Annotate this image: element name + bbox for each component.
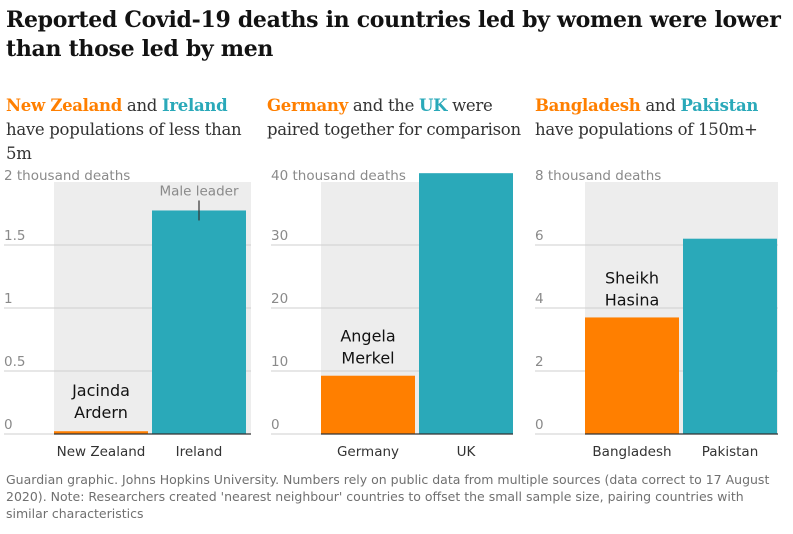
heading-country-female-led: Bangladesh	[535, 96, 641, 115]
y-tick-label: 1.5	[4, 228, 25, 244]
leader-name-label: Ardern	[74, 403, 128, 422]
leader-name-label: Angela	[340, 327, 395, 346]
chart-title: Reported Covid-19 deaths in countries le…	[6, 7, 781, 62]
category-label: UK	[457, 444, 477, 460]
male-leader-annotation: Male leader	[159, 183, 238, 199]
y-tick-label: 4	[535, 291, 544, 307]
y-tick-label: 6	[535, 228, 544, 244]
bar-bangladesh	[585, 317, 679, 434]
y-axis-label: 8 thousand deaths	[535, 168, 661, 184]
panel-heading-large-population: Bangladesh and Pakistan have populations…	[535, 94, 793, 142]
heading-country-male-led: Ireland	[162, 96, 228, 115]
y-tick-label: 0.5	[4, 354, 25, 370]
heading-country-female-led: New Zealand	[6, 96, 122, 115]
leader-name-label: Sheikh	[605, 268, 659, 287]
heading-country-female-led: Germany	[267, 96, 348, 115]
source-footnote: Guardian graphic. Johns Hopkins Universi…	[6, 472, 770, 521]
y-tick-label: 0	[535, 417, 544, 433]
category-label: Bangladesh	[592, 444, 671, 460]
bar-ireland	[152, 210, 246, 434]
heading-country-male-led: UK	[419, 96, 448, 115]
bar-charts: 2 thousand deaths 0 0.5 1 1.5 New Zealand Irel…	[4, 168, 778, 460]
heading-connector: and	[640, 96, 681, 115]
category-label: Pakistan	[702, 444, 759, 460]
bar-germany	[321, 375, 415, 434]
leader-name-label: Merkel	[341, 349, 394, 368]
heading-country-male-led: Pakistan	[680, 96, 759, 115]
heading-connector: and	[121, 96, 162, 115]
panel-heading-germany-uk: Germany and the UK were paired together …	[267, 94, 529, 142]
heading-description: were paired together for comparison	[267, 96, 521, 139]
leader-name-label: Jacinda	[71, 381, 130, 400]
y-axis-label: 40 thousand deaths	[271, 168, 406, 184]
y-axis-label: 2 thousand deaths	[4, 168, 130, 184]
bar-new-zealand	[54, 431, 148, 434]
y-tick-label: 30	[271, 228, 288, 244]
panel-heading-small-population: New Zealand and Ireland have populations…	[6, 94, 268, 166]
category-label: New Zealand	[57, 444, 146, 460]
bar-pakistan	[683, 238, 777, 434]
y-tick-label: 1	[4, 291, 13, 307]
y-tick-label: 2	[535, 354, 544, 370]
leader-name-label: Hasina	[605, 290, 660, 309]
y-tick-label: 10	[271, 354, 288, 370]
y-tick-label: 0	[271, 417, 280, 433]
heading-description: have populations of 150m+	[535, 120, 758, 139]
category-label: Germany	[337, 444, 399, 460]
heading-connector: and the	[347, 96, 420, 115]
y-tick-label: 20	[271, 291, 288, 307]
heading-description: have populations of less than 5m	[6, 120, 242, 163]
y-tick-label: 0	[4, 417, 13, 433]
category-label: Ireland	[176, 444, 223, 460]
bar-uk	[419, 173, 513, 434]
